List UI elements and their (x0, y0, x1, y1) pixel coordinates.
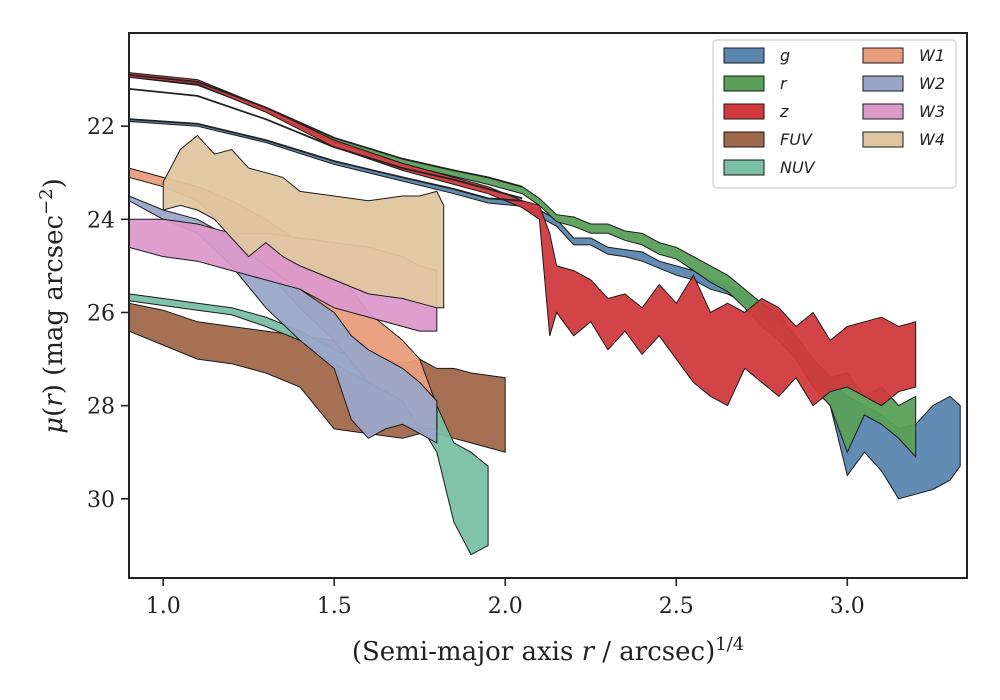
legend-swatch-fuv (723, 131, 765, 148)
legend-swatch-nuv (723, 159, 765, 176)
legend-swatch-w4 (862, 131, 904, 148)
band-g (129, 118, 961, 500)
x-axis-label: (Semi-major axis r / arcsec)1/4 (352, 634, 744, 667)
x-tick-label: 1.5 (317, 594, 352, 619)
y-tick-label: 24 (87, 208, 115, 233)
trend-line-2 (129, 88, 523, 200)
legend-swatch-w2 (862, 75, 904, 92)
y-tick-label: 26 (87, 301, 115, 326)
tick-layer: 1.0 1.5 2.0 2.5 3.0 22 24 26 28 30 (87, 115, 865, 619)
plot-frame (128, 32, 968, 579)
x-tick-label: 1.0 (146, 594, 181, 619)
legend-label-fuv: FUV (780, 130, 813, 149)
legend: grz FUV NUV W1 W2 W3 W4 (712, 39, 957, 189)
legend-swatch-w3 (862, 103, 904, 120)
band-w4 (162, 134, 445, 309)
legend-label-nuv: NUV (780, 158, 816, 177)
x-tick-label: 2.5 (659, 594, 694, 619)
legend-label-w1: W1 (919, 46, 945, 65)
legend-swatch-g (723, 47, 765, 64)
band-r (129, 74, 917, 459)
y-tick-label: 22 (87, 115, 115, 140)
trend-line-3 (129, 118, 523, 202)
y-tick-label: 30 (87, 488, 115, 513)
legend-label-w4: W4 (919, 130, 945, 149)
legend-label-z: z (779, 102, 789, 121)
x-tick-label: 3.0 (830, 594, 865, 619)
y-tick-label: 28 (87, 395, 115, 420)
legend-label-w2: W2 (919, 74, 945, 93)
legend-label-w3: W3 (919, 102, 945, 121)
legend-swatch-z (723, 103, 765, 120)
legend-swatch-w1 (862, 47, 904, 64)
trend-line-layer (129, 74, 523, 202)
series-layer (129, 72, 961, 556)
legend-label-r: r (780, 74, 788, 93)
x-tick-label: 2.0 (488, 594, 523, 619)
legend-label-g: g (780, 46, 790, 65)
legend-swatch-r (723, 75, 765, 92)
y-axis-label: μ(r) (mag arcsec−2) (36, 178, 69, 434)
band-z (129, 72, 917, 407)
trend-line-1 (129, 74, 523, 188)
legend-items: grz FUV NUV W1 W2 W3 W4 (723, 46, 945, 177)
